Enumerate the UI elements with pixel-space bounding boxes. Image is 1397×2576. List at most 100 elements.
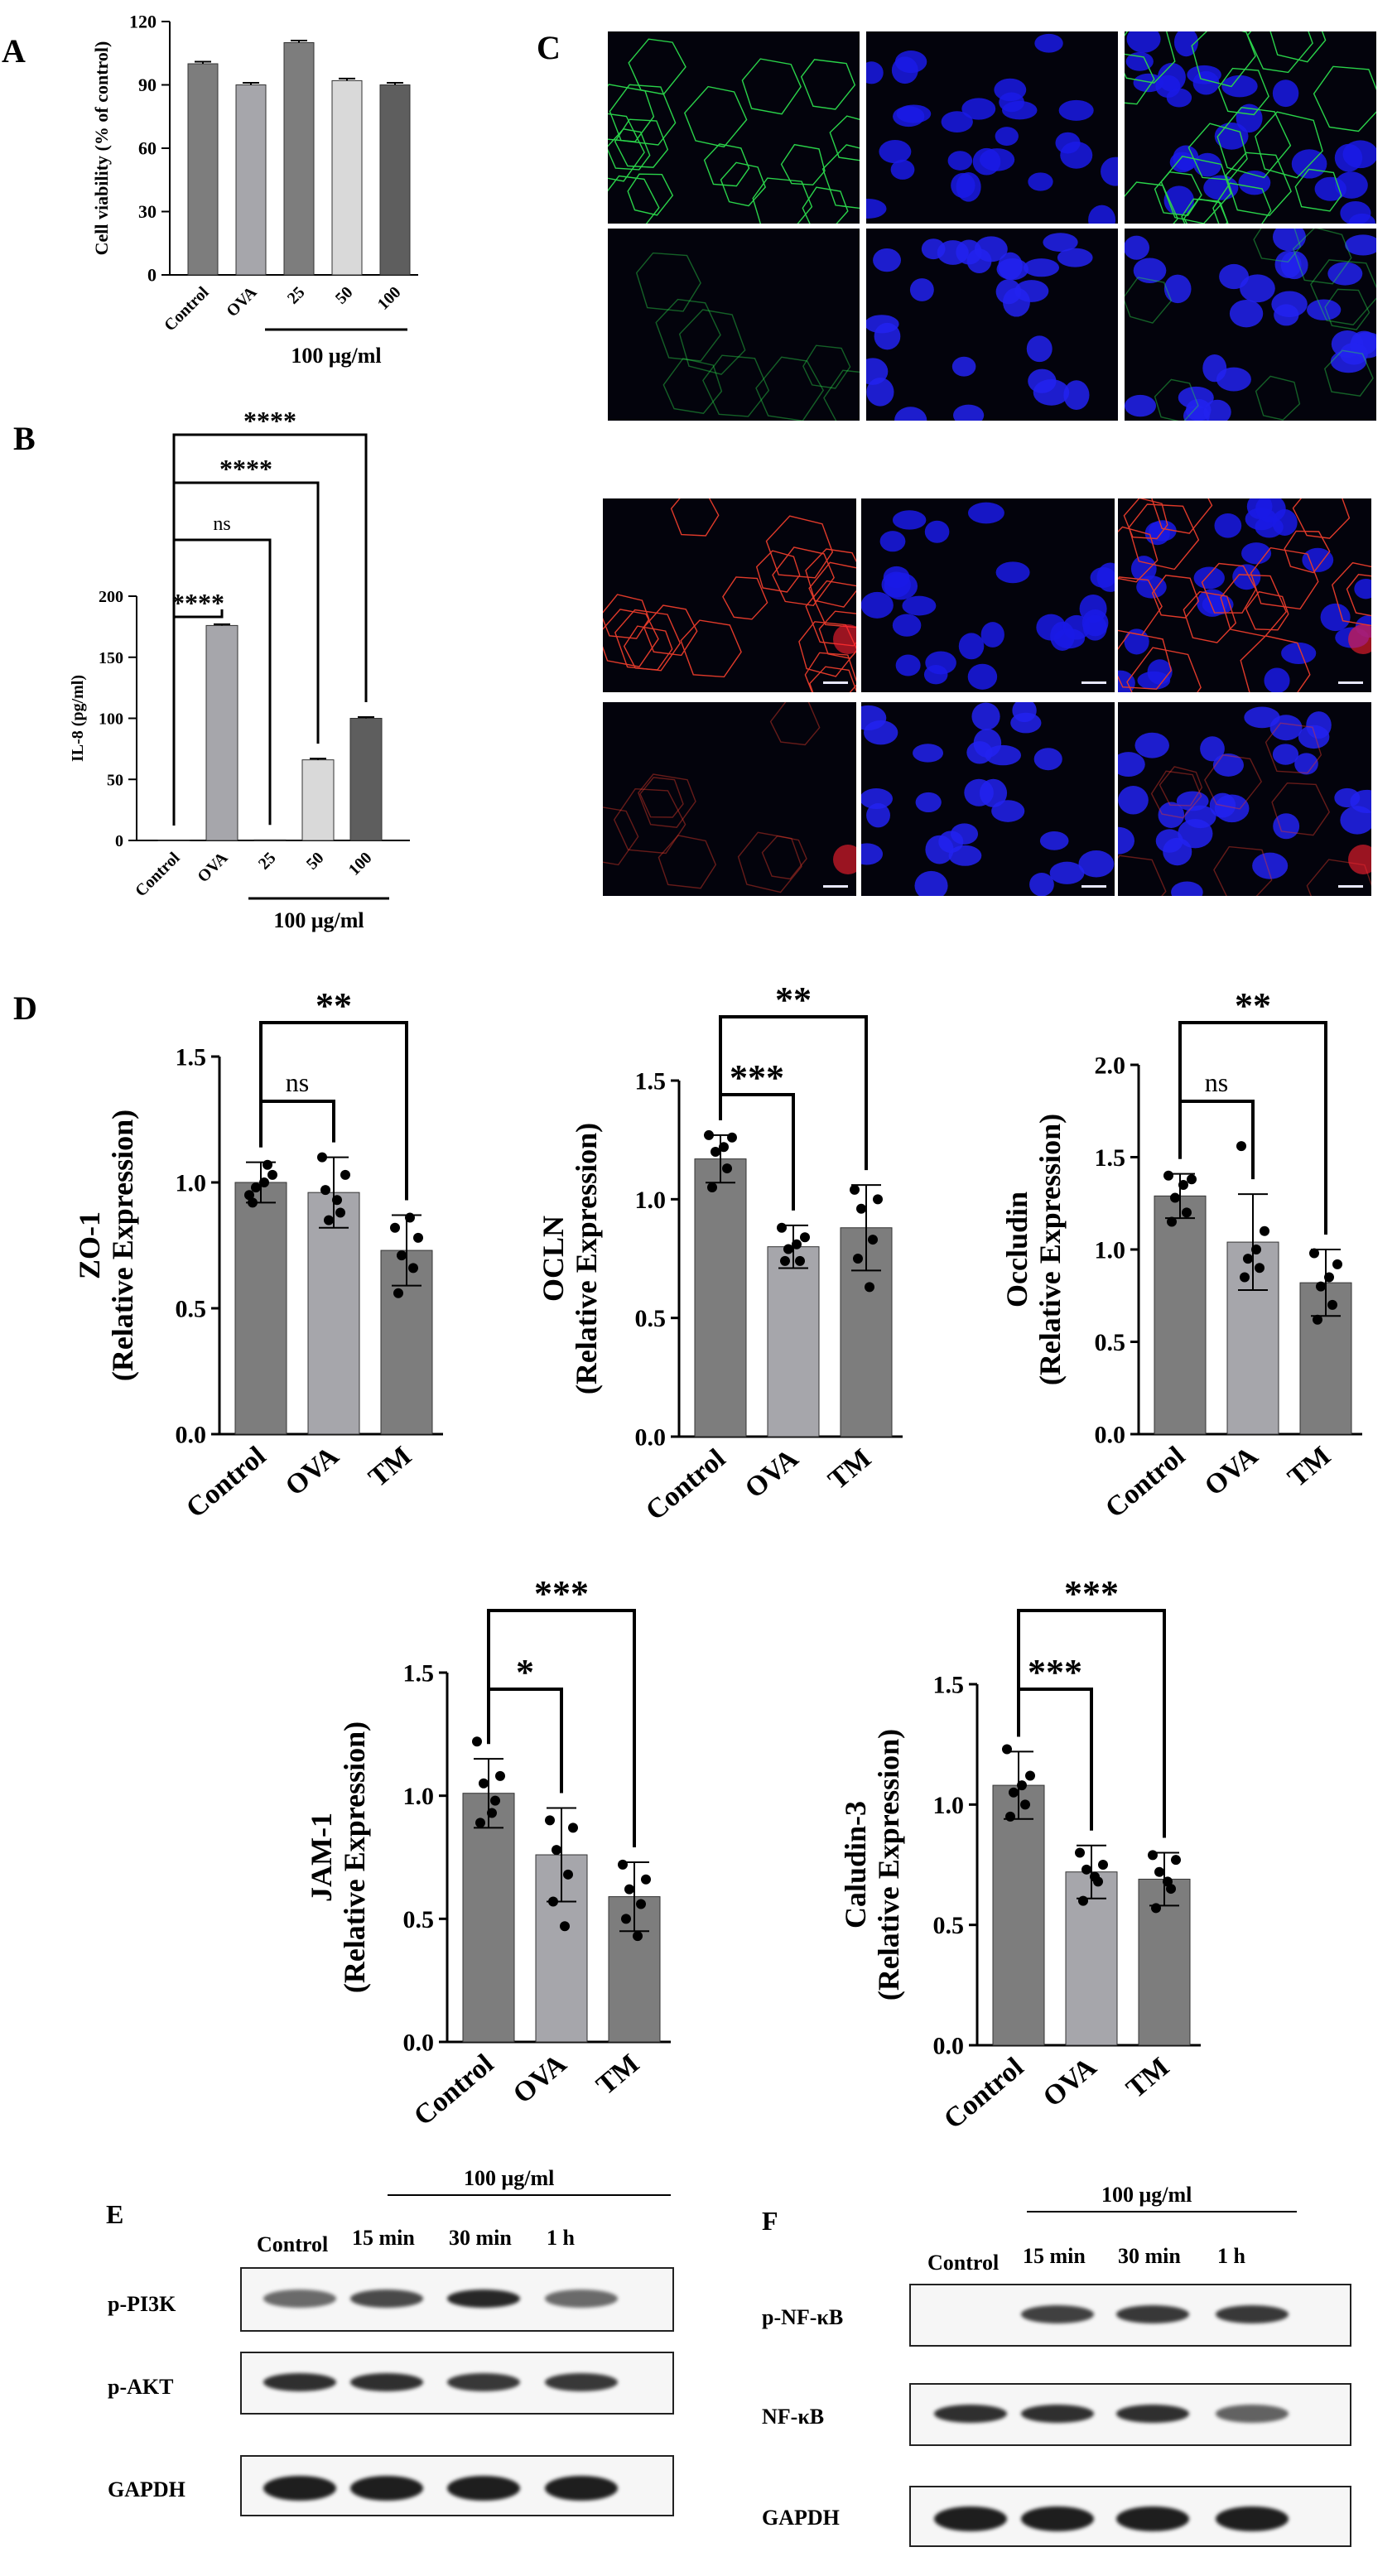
data-point: [792, 1239, 802, 1249]
nucleus: [915, 792, 942, 813]
y-tick-label: 0.5: [1095, 1329, 1126, 1356]
cell-border: [772, 546, 836, 607]
cell-border: [1246, 31, 1313, 74]
data-point: [1178, 1179, 1188, 1190]
data-point: [1255, 1263, 1265, 1274]
panel-letter-f: F: [762, 2206, 778, 2236]
cell-border: [1151, 498, 1213, 534]
cell-border: [608, 175, 660, 224]
data-point: [1182, 1207, 1192, 1218]
nucleus: [861, 705, 887, 731]
data-point: [340, 1169, 350, 1180]
data-point: [1313, 1314, 1322, 1325]
data-point: [1260, 1225, 1269, 1236]
nucleus: [1078, 850, 1115, 878]
cell-border: [609, 84, 677, 146]
data-point: [783, 1244, 793, 1254]
cell-border: [1212, 182, 1272, 224]
significance-label: **: [775, 980, 812, 1020]
stain-image: [608, 229, 860, 421]
cell-border: [722, 576, 768, 620]
protein-band: [934, 2506, 1007, 2531]
y-tick-label: 90: [138, 75, 157, 95]
data-point: [1243, 1254, 1253, 1264]
nucleus: [1028, 172, 1053, 191]
data-point: [1025, 1770, 1035, 1781]
nucleus: [1294, 753, 1318, 775]
cell-border: [1255, 111, 1323, 179]
blot-lane-label: Control: [257, 2232, 329, 2256]
data-point: [1309, 1248, 1319, 1259]
nucleus: [1272, 229, 1306, 252]
nucleus: [874, 322, 901, 350]
cell-border: [829, 115, 860, 161]
nucleus: [1057, 248, 1093, 267]
y-axis-label: Occludin: [1000, 1192, 1033, 1307]
cell-border: [1183, 198, 1229, 224]
blot-lane-label: 30 min: [449, 2226, 512, 2250]
y-tick-label: 1.0: [635, 1187, 667, 1214]
nucleus: [1134, 732, 1169, 758]
cell-border: [1240, 635, 1311, 692]
significance-label: **: [316, 985, 352, 1026]
cell-border: [765, 515, 834, 579]
bar: [234, 1182, 287, 1435]
nucleus: [1281, 642, 1317, 664]
cell-border: [1183, 590, 1237, 643]
cell-border: [1313, 65, 1376, 132]
data-point: [1171, 1855, 1181, 1866]
significance-bracket: [172, 433, 368, 826]
dapi-image: [861, 498, 1115, 692]
nucleus: [1240, 274, 1275, 303]
scale-bar: [823, 681, 848, 684]
data-point: [1236, 1141, 1246, 1152]
nucleus: [873, 248, 901, 272]
nucleus: [1244, 706, 1280, 729]
nucleus: [956, 239, 982, 265]
nucleus: [1272, 509, 1298, 536]
significance-label: ns: [286, 1067, 309, 1097]
y-tick-label: 0: [115, 832, 123, 850]
cell-border: [603, 807, 639, 866]
significance-label: ns: [1205, 1067, 1228, 1097]
cell-border: [808, 561, 856, 628]
scale-bar: [823, 885, 848, 888]
y-tick-label: 0.0: [933, 2033, 965, 2060]
scale-bar: [1081, 885, 1106, 888]
protein-band: [350, 2290, 423, 2308]
significance-label: ****: [219, 454, 272, 484]
group-label: 100 μg/ml: [291, 344, 381, 368]
micrograph-canvas: [635, 252, 860, 421]
x-tick-label: OVA: [1038, 2051, 1103, 2112]
data-point: [397, 1250, 407, 1261]
cell-border: [1159, 766, 1203, 807]
blot-lane-label: 1 h: [547, 2226, 575, 2250]
nucleus: [1082, 614, 1107, 641]
blot-lane-label: 15 min: [352, 2226, 415, 2250]
nucleus: [1026, 335, 1053, 363]
nucleus: [1173, 145, 1199, 171]
cell-border: [658, 835, 717, 889]
y-axis-label: OCLN: [537, 1216, 570, 1302]
nucleus: [1173, 31, 1198, 57]
data-point: [1005, 1811, 1015, 1822]
micrograph-canvas: [1118, 498, 1371, 692]
data-point: [795, 1255, 805, 1266]
blot-lane-label: 1 h: [1217, 2244, 1245, 2268]
panel-letter-d: D: [13, 989, 37, 1027]
y-axis-label: (Relative Expression): [106, 1110, 139, 1381]
nucleus: [1029, 872, 1054, 896]
bar: [157, 840, 190, 841]
cell-border: [755, 356, 825, 421]
y-axis-label: IL-8 (pg/ml): [69, 675, 87, 762]
nucleus: [1028, 368, 1057, 393]
nucleus: [947, 151, 973, 171]
data-point: [853, 1254, 863, 1264]
bar: [331, 79, 363, 276]
data-point: [865, 1282, 874, 1293]
nucleus: [1130, 556, 1157, 582]
panel-letter-a: A: [2, 32, 26, 70]
cell-border: [603, 594, 650, 639]
